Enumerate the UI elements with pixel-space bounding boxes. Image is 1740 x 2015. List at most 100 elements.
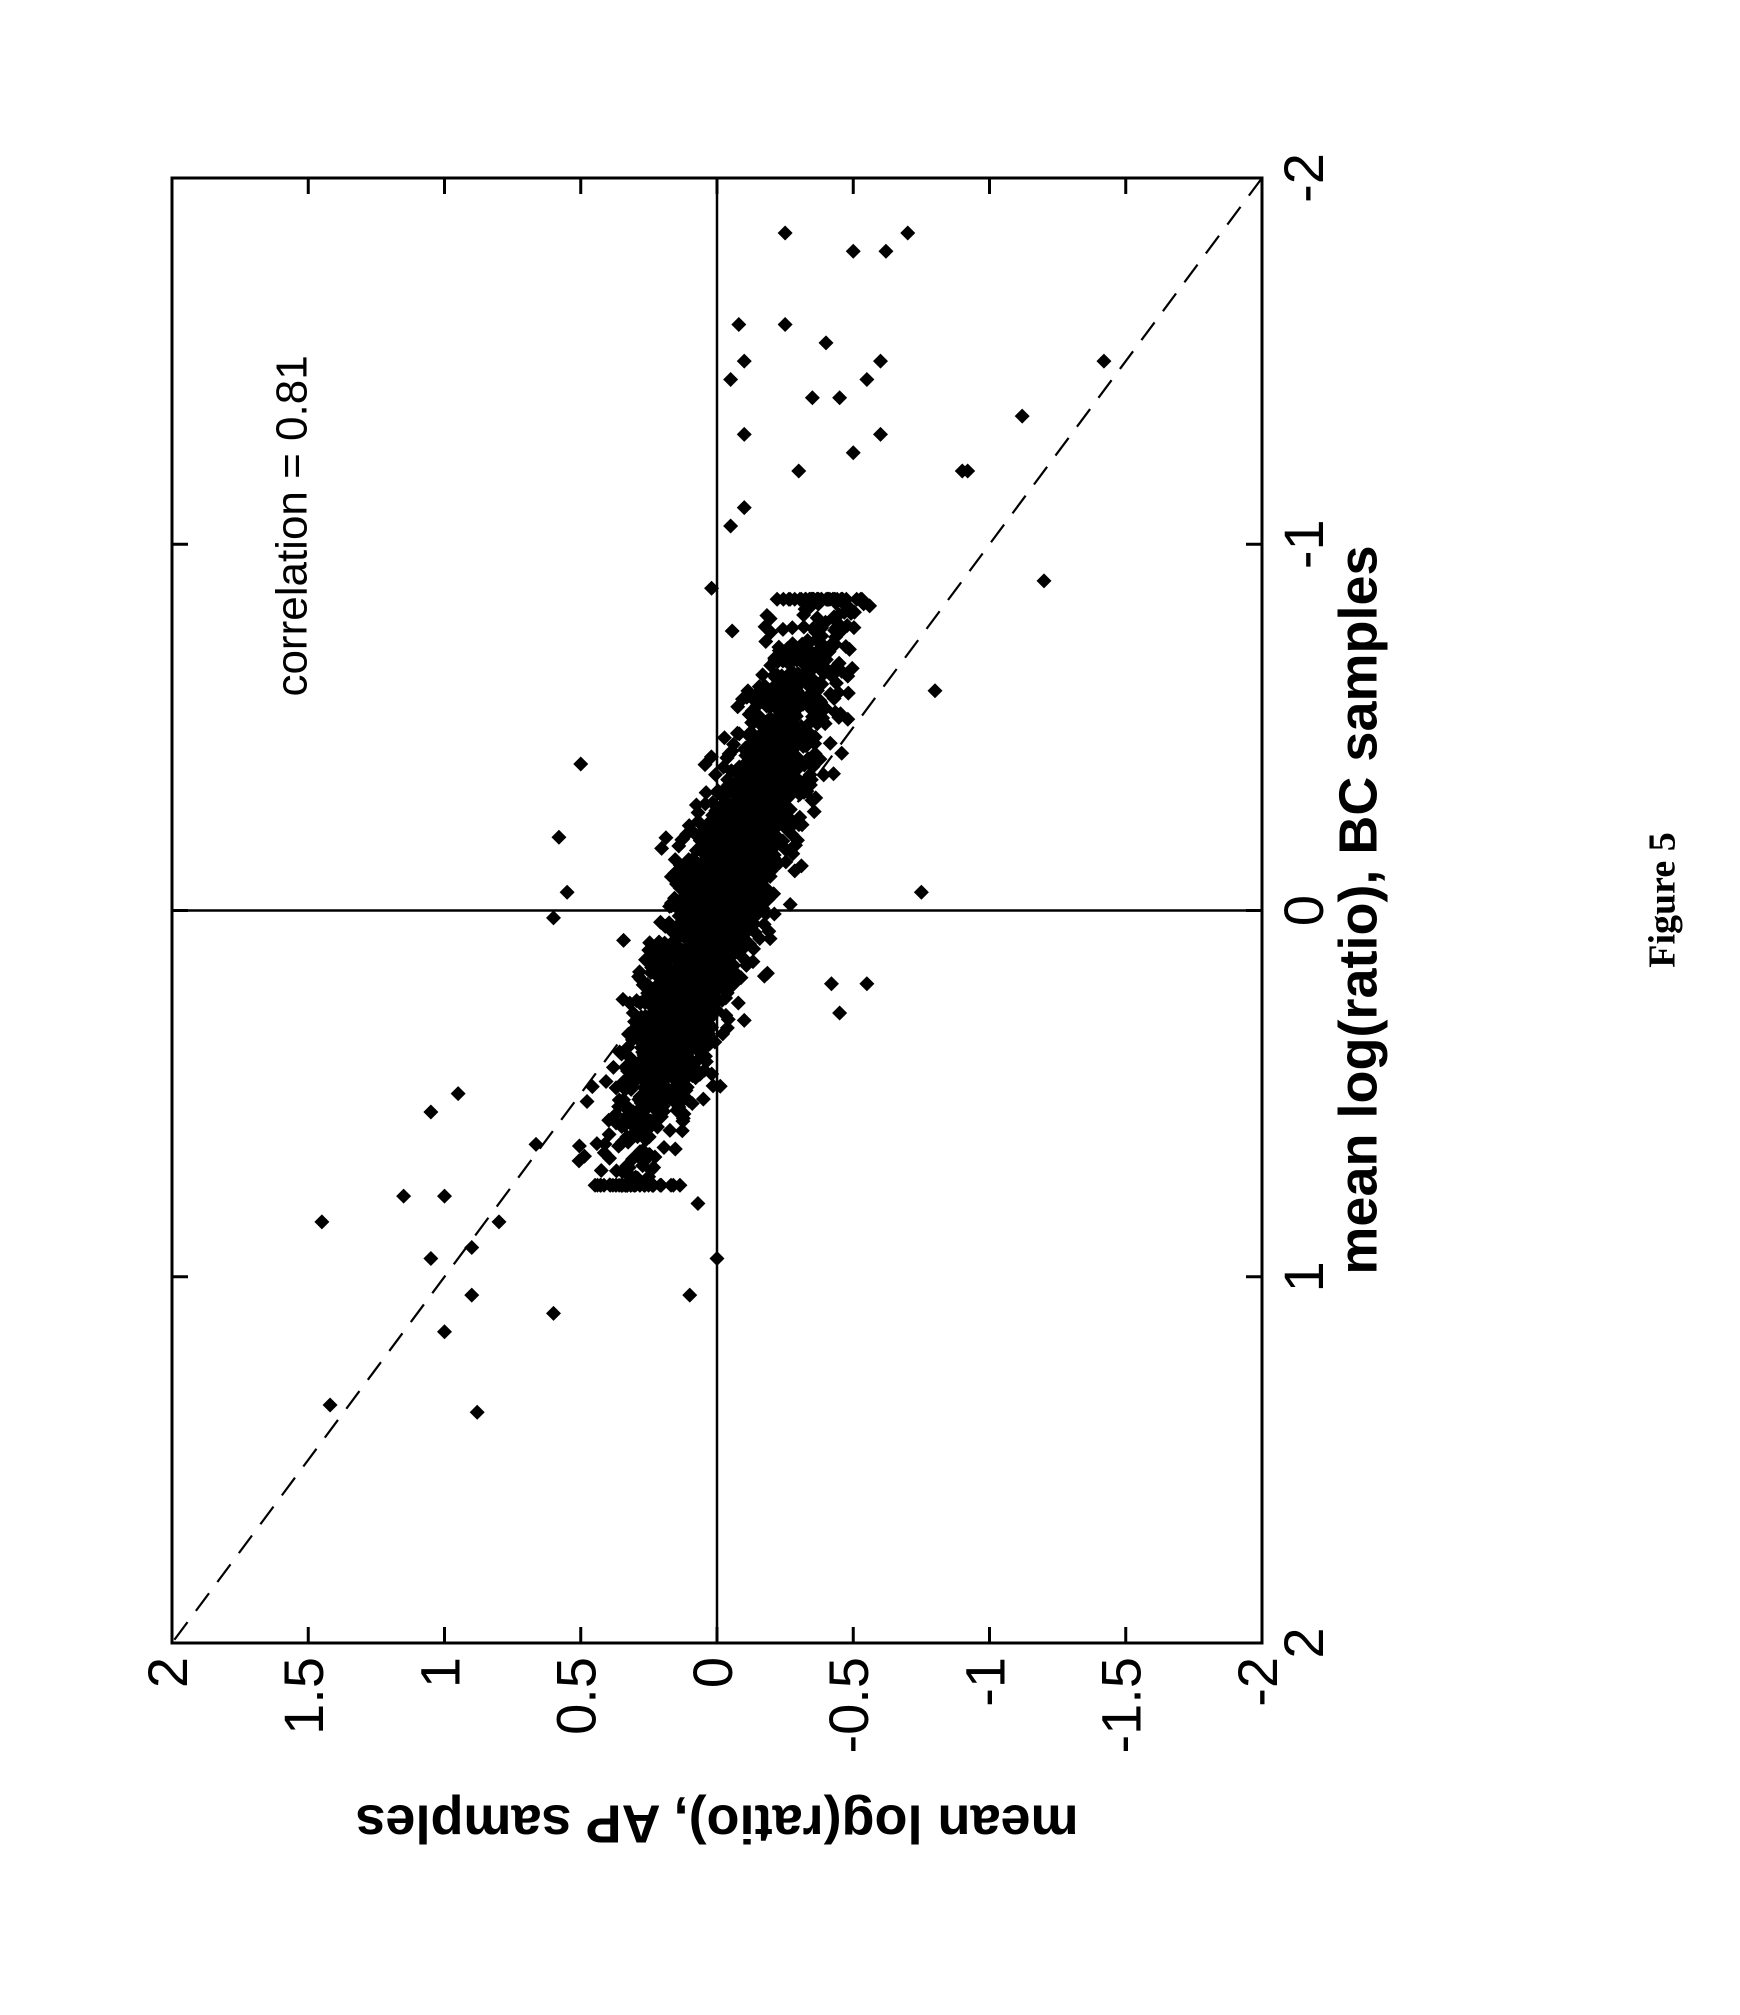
y-axis-title: mean log(ratio), AP samples [355, 1794, 1078, 1854]
data-point [759, 965, 775, 981]
data-point [491, 1214, 507, 1230]
data-point [469, 1404, 485, 1420]
data-point [596, 1145, 612, 1161]
data-point [651, 953, 667, 969]
data-point [729, 809, 745, 825]
data-point [793, 720, 809, 736]
data-point [635, 1116, 651, 1132]
data-point [688, 797, 704, 813]
data-point [826, 766, 842, 782]
data-point [716, 799, 732, 815]
data-point [760, 684, 776, 700]
data-point [617, 1112, 633, 1128]
data-point [675, 985, 691, 1001]
data-point [822, 735, 838, 751]
data-point [736, 882, 752, 898]
x-tick-label: 2 [1272, 1627, 1335, 1658]
data-point [805, 759, 821, 775]
data-point [834, 745, 850, 761]
data-point [960, 463, 976, 479]
x-tick-label: 0 [1272, 895, 1335, 926]
data-point [676, 909, 692, 925]
correlation-annotation: correlation = 0.81 [267, 355, 316, 696]
data-point [423, 1250, 439, 1266]
data-point [805, 591, 821, 607]
data-point [762, 931, 778, 947]
data-point [450, 1086, 466, 1102]
data-point [697, 958, 713, 974]
data-point [809, 716, 825, 732]
data-point [677, 856, 693, 872]
data-point [777, 768, 793, 784]
data-point [738, 957, 754, 973]
data-point [681, 1027, 697, 1043]
data-point [740, 773, 756, 789]
data-point [784, 620, 800, 636]
data-point [758, 886, 774, 902]
data-point [464, 1287, 480, 1303]
data-point [737, 740, 753, 756]
data-point [676, 1012, 692, 1028]
data-point [322, 1397, 338, 1413]
data-point [732, 760, 748, 776]
data-point [648, 1023, 664, 1039]
data-point [777, 225, 793, 241]
data-point [811, 642, 827, 658]
data-point [723, 518, 739, 534]
data-point [619, 1098, 635, 1114]
data-point [724, 623, 740, 639]
data-point [437, 1324, 452, 1340]
data-point [716, 730, 732, 746]
data-point [763, 757, 779, 773]
data-point [546, 1305, 561, 1321]
data-point [755, 667, 771, 683]
data-point [805, 661, 821, 677]
y-tick-label: 0 [681, 1657, 744, 1688]
data-point [669, 995, 685, 1011]
data-point [637, 1008, 653, 1024]
data-point [789, 652, 805, 668]
data-point [769, 591, 785, 607]
data-point [827, 636, 843, 652]
data-point [726, 867, 742, 883]
data-point [663, 895, 679, 911]
data-point [784, 737, 800, 753]
data-point [698, 785, 714, 801]
x-tick-label: 1 [1272, 1261, 1335, 1292]
data-point [831, 616, 847, 632]
data-point [691, 1006, 707, 1022]
data-point [700, 1015, 716, 1031]
data-point [688, 842, 704, 858]
data-point [736, 500, 752, 516]
data-point [608, 1163, 624, 1179]
data-point [719, 1020, 735, 1036]
data-point [579, 1093, 595, 1109]
data-point [663, 1177, 679, 1193]
data-point [597, 1136, 613, 1152]
data-point [657, 1037, 673, 1053]
data-point [682, 1287, 698, 1303]
data-point [672, 880, 688, 896]
data-point [593, 1163, 609, 1179]
data-point [690, 1196, 706, 1211]
data-point [797, 591, 813, 607]
data-point [617, 1177, 633, 1193]
data-point [806, 804, 822, 820]
data-point [674, 1037, 690, 1053]
data-point [913, 884, 929, 900]
data-point [1096, 353, 1112, 369]
data-point [744, 727, 760, 743]
data-point [703, 914, 719, 930]
data-point [736, 827, 752, 843]
data-point [791, 463, 807, 479]
data-point [689, 950, 705, 966]
data-point [694, 884, 710, 900]
data-point [673, 947, 689, 963]
data-point [859, 976, 875, 992]
data-point [734, 691, 750, 707]
data-point [576, 1148, 592, 1164]
y-tick-label: -2 [1226, 1657, 1289, 1707]
data-point [737, 900, 753, 916]
data-point [725, 942, 741, 958]
